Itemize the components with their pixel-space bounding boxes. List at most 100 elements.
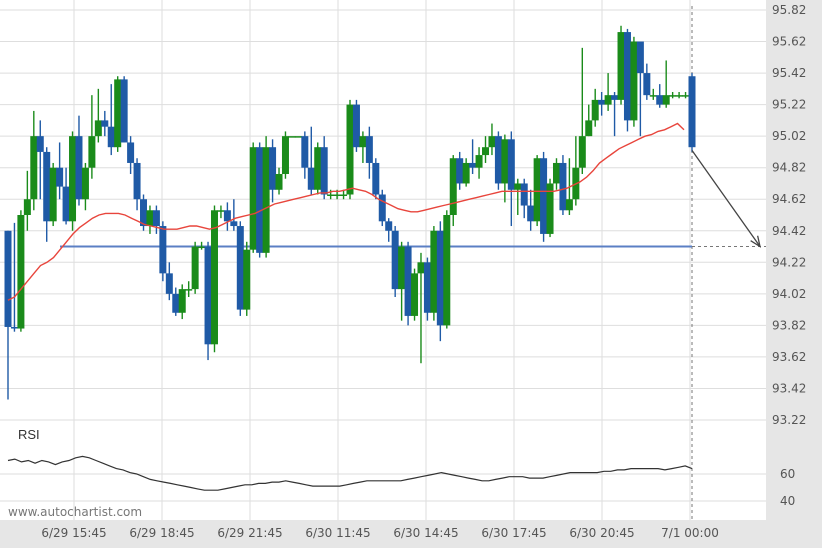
candle-body — [204, 246, 212, 345]
price-tick-label: 95.82 — [772, 3, 806, 17]
moving-average-layer — [7, 122, 685, 301]
candle-body — [378, 194, 386, 222]
price-tick-label: 95.42 — [772, 66, 806, 80]
candle-body — [288, 136, 296, 138]
candle-body — [301, 136, 309, 168]
price-tick-label: 94.42 — [772, 224, 806, 238]
candle-body — [552, 162, 560, 184]
candle-body — [443, 215, 451, 326]
price-tick-label: 95.22 — [772, 98, 806, 112]
candle-body — [256, 147, 264, 253]
forecast-arrow-head — [750, 235, 761, 248]
candle-body — [30, 136, 38, 200]
forecast-arrow-shaft — [691, 149, 761, 247]
candle-body — [178, 289, 186, 313]
time-tick-label: 6/29 21:45 — [217, 526, 282, 540]
candle-body — [559, 162, 567, 211]
candle-body — [630, 41, 638, 121]
candle-body — [114, 79, 122, 148]
moving-average-line — [7, 122, 685, 301]
candle-body — [462, 162, 470, 184]
candle-body — [198, 246, 206, 249]
time-tick-label: 6/30 17:45 — [481, 526, 546, 540]
candle-body — [249, 147, 257, 250]
candle-body — [482, 147, 490, 156]
time-tick-label: 7/1 00:00 — [661, 526, 719, 540]
candle-body — [275, 174, 283, 190]
candle-body — [365, 136, 373, 163]
candle-body — [449, 158, 457, 215]
candlesticks — [4, 25, 696, 400]
price-tick-label: 94.22 — [772, 255, 806, 269]
price-tick-label: 93.42 — [772, 381, 806, 395]
candle-body — [49, 167, 57, 222]
candle-body — [611, 95, 619, 100]
candle-body — [372, 162, 380, 195]
candle-body — [540, 158, 548, 234]
candle-body — [62, 186, 70, 222]
candle-body — [236, 226, 244, 310]
candle-body — [191, 246, 199, 290]
rsi-line — [7, 455, 693, 491]
candle-body — [223, 210, 231, 222]
candle-body — [146, 210, 154, 227]
candle-body — [159, 226, 167, 274]
candle-body — [507, 139, 515, 190]
rsi-tick-labels: 60 40 — [780, 467, 795, 508]
candle-body — [494, 136, 502, 184]
candle-body — [88, 136, 96, 168]
candle-body — [411, 273, 419, 316]
candle-body — [230, 221, 238, 227]
price-tick-label: 94.62 — [772, 192, 806, 206]
candle-body — [578, 136, 586, 168]
price-tick-label: 93.62 — [772, 350, 806, 364]
candle-body — [152, 210, 160, 227]
candle-body — [662, 95, 670, 105]
candle-body — [436, 230, 444, 326]
candle-body — [185, 289, 193, 291]
candle-body — [565, 199, 573, 211]
candle-body — [669, 95, 677, 97]
candle-body — [469, 162, 477, 168]
candle-body — [643, 73, 651, 96]
candle-body — [417, 262, 425, 274]
candle-body — [501, 139, 509, 184]
candle-body — [327, 194, 335, 196]
candle-body — [23, 199, 31, 215]
candle-body — [243, 249, 251, 310]
candle-body — [675, 95, 683, 97]
candle-body — [682, 95, 690, 97]
time-axis-background — [0, 520, 766, 548]
candle-body — [423, 262, 431, 313]
price-axis-background — [766, 0, 822, 548]
candle-body — [107, 126, 115, 148]
candle-body — [269, 147, 277, 190]
candle-body — [120, 79, 128, 143]
candle-body — [346, 104, 354, 195]
candle-body — [617, 32, 625, 100]
price-tick-labels: 95.82 95.62 95.42 95.22 95.02 94.82 94.62 94.42… — [772, 3, 806, 427]
candle-body — [172, 293, 180, 313]
candle-body — [17, 215, 25, 329]
candle-body — [398, 246, 406, 290]
candle-body — [127, 142, 135, 163]
grid-lines — [0, 0, 766, 520]
candle-body — [165, 273, 173, 294]
candle-body — [262, 147, 270, 253]
candle-body — [475, 155, 483, 168]
time-tick-label: 6/29 18:45 — [129, 526, 194, 540]
candle-body — [391, 230, 399, 290]
candle-body — [340, 194, 348, 196]
candle-body — [430, 230, 438, 313]
candle-body — [385, 221, 393, 231]
candle-body — [656, 95, 664, 105]
candle-body — [604, 95, 612, 105]
candle-body — [4, 230, 12, 327]
candle-body — [591, 99, 599, 121]
candle-body — [217, 210, 225, 212]
candle-body — [101, 120, 109, 127]
time-tick-label: 6/30 20:45 — [569, 526, 634, 540]
price-tick-label: 95.62 — [772, 35, 806, 49]
candle-body — [598, 99, 606, 105]
candle-body — [527, 205, 535, 222]
